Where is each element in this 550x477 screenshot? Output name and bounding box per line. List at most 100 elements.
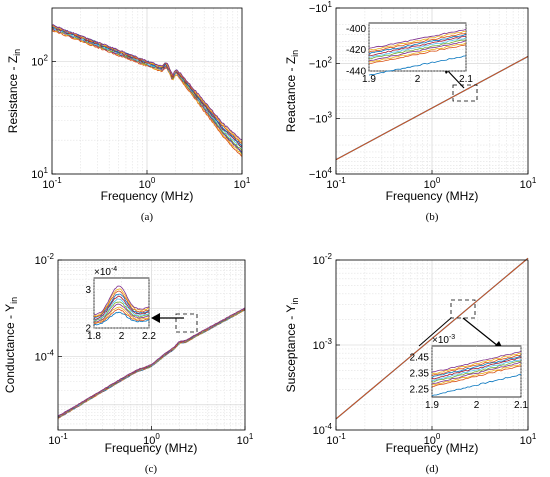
- inset-series-line: [368, 39, 467, 60]
- inset-x-tick-label: 2: [415, 74, 421, 85]
- y-tick-label: 101: [31, 166, 48, 181]
- inset-y-tick-label: 2.25: [410, 385, 430, 396]
- panel-b-xlabel: Frequency (MHz): [386, 189, 479, 203]
- inset-exponent-label: ×10-4: [94, 266, 117, 278]
- panel-c-zoom-region: [175, 313, 198, 333]
- y-tick-label: −102: [309, 55, 333, 70]
- inset-x-tick-label: 1.9: [425, 400, 439, 411]
- inset-series-line: [93, 311, 150, 326]
- panel-c-caption: (c): [145, 463, 158, 475]
- y-tick-label: 10-4: [313, 422, 333, 437]
- x-tick-label: 101: [520, 432, 537, 447]
- inset-series-line: [368, 33, 467, 55]
- inset-y-tick-label: 3: [85, 285, 91, 296]
- inset-series-line: [368, 35, 467, 56]
- panel-a-xlabel: Frequency (MHz): [101, 189, 194, 203]
- x-tick-label: 100: [424, 176, 441, 191]
- inset-series-line: [93, 290, 150, 318]
- inset-x-tick-label: 2.1: [459, 74, 473, 85]
- inset-x-tick-label: 2.1: [514, 400, 528, 411]
- x-tick-label: 101: [234, 176, 251, 191]
- y-tick-label: 10-2: [35, 252, 55, 267]
- x-tick-label: 10-1: [326, 432, 346, 447]
- panel-b-zoom-arrow: [446, 69, 465, 89]
- x-tick-label: 100: [139, 176, 156, 191]
- panel-a-ylabel: Resistance - Zin: [6, 49, 22, 133]
- panel-d-inset: 1.9 2 2.1 2.45 2.35 2.25 ×10-3: [410, 334, 529, 411]
- series-line: [51, 24, 243, 141]
- panel-a: 10-1 100 101 101 102 Frequency (MHz) Resista…: [6, 7, 251, 223]
- inset-series-line: [368, 37, 467, 58]
- inset-series-line: [431, 352, 521, 375]
- inset-series-line: [368, 55, 466, 76]
- panel-c-inset: 1.8 2 2.232×10-4: [85, 266, 156, 342]
- panel-c-tick-labels: 10-1 100 101 10-4 10-2: [35, 252, 254, 447]
- y-tick-label: 102: [31, 54, 48, 69]
- inset-series-line: [431, 359, 522, 381]
- inset-series-line: [431, 363, 522, 386]
- x-tick-label: 10-1: [48, 432, 68, 447]
- inset-series-line: [431, 365, 522, 387]
- inset-x-tick-label: 1.9: [362, 74, 376, 85]
- panel-c-series: [57, 307, 246, 419]
- inset-series-line: [93, 306, 150, 324]
- series-line: [57, 307, 246, 417]
- inset-y-tick-label: -440: [346, 67, 366, 78]
- inset-series-line: [368, 40, 467, 62]
- x-tick-label: 100: [424, 432, 441, 447]
- inset-series-line: [93, 295, 150, 320]
- panel-b-series: [335, 55, 529, 161]
- inset-x-tick-label: 2: [474, 400, 480, 411]
- panel-d-caption: (d): [426, 463, 439, 475]
- panel-b: 10-1 100 101 −101 −102 −103 −104 1.9 2 2.1 -400 -4…: [284, 0, 537, 223]
- inset-y-tick-label: 2.45: [410, 353, 430, 364]
- panel-d-tick-labels: 10-1 100 101 10-4 10-3 10-2: [313, 252, 537, 447]
- inset-exponent-label: ×10-3: [432, 334, 455, 346]
- panel-d: 10-1 100 101 10-4 10-3 10-2 1.9 2 2.1 2.45 2.35 2.…: [284, 252, 537, 475]
- inset-series-line: [431, 351, 522, 373]
- panel-a-series: [51, 24, 243, 157]
- inset-series-line: [94, 301, 150, 322]
- y-tick-label: −104: [309, 166, 333, 181]
- panel-b-ylabel: Reactance - Zin: [284, 50, 300, 132]
- panel-b-inset: 1.9 2 2.1 -400 -420 -440: [346, 22, 473, 85]
- panel-d-zoom-region: [450, 299, 476, 319]
- panel-c-xlabel: Frequency (MHz): [105, 441, 198, 455]
- x-tick-label: 10-1: [42, 176, 62, 191]
- inset-y-tick-label: -400: [346, 24, 366, 35]
- y-tick-label: 10-3: [313, 337, 333, 352]
- x-tick-label: 101: [520, 176, 537, 191]
- inset-x-tick-label: 2.2: [142, 331, 156, 342]
- inset-series-line: [93, 285, 150, 316]
- inset-series-line: [431, 354, 522, 377]
- y-tick-label: −103: [309, 111, 333, 126]
- panel-d-zoom-arrow: [462, 317, 499, 347]
- inset-y-tick-label: -420: [346, 45, 366, 56]
- inset-series-line: [431, 361, 522, 383]
- inset-series-line: [431, 374, 521, 396]
- x-tick-label: 100: [143, 432, 160, 447]
- panel-b-caption: (b): [426, 211, 439, 223]
- panel-d-xlabel: Frequency (MHz): [386, 441, 479, 455]
- series-line: [335, 55, 529, 161]
- y-tick-label: 10-2: [313, 252, 333, 267]
- inset-series-line: [368, 32, 467, 53]
- inset-y-tick-label: 2: [85, 324, 91, 335]
- panel-b-tick-labels: 10-1 100 101 −101 −102 −103 −104: [309, 0, 537, 191]
- panel-b-zoom-region: [452, 84, 478, 102]
- inset-series-line: [368, 31, 466, 51]
- inset-series-line: [93, 298, 150, 321]
- panel-d-series: [335, 257, 529, 420]
- inset-series-line: [93, 293, 150, 319]
- inset-y-tick-label: 2.35: [410, 369, 430, 380]
- panel-d-zoom-guide: [418, 317, 452, 347]
- panel-d-ylabel: Susceptance - Yin: [284, 298, 300, 393]
- inset-x-tick-label: 2: [119, 331, 125, 342]
- series-line: [335, 257, 529, 420]
- panel-c-ylabel: Conductance - Yin: [3, 297, 19, 393]
- panel-c-zoom-arrowhead: [151, 313, 160, 323]
- panel-a-grid: [51, 7, 243, 175]
- y-tick-label: −101: [309, 0, 333, 15]
